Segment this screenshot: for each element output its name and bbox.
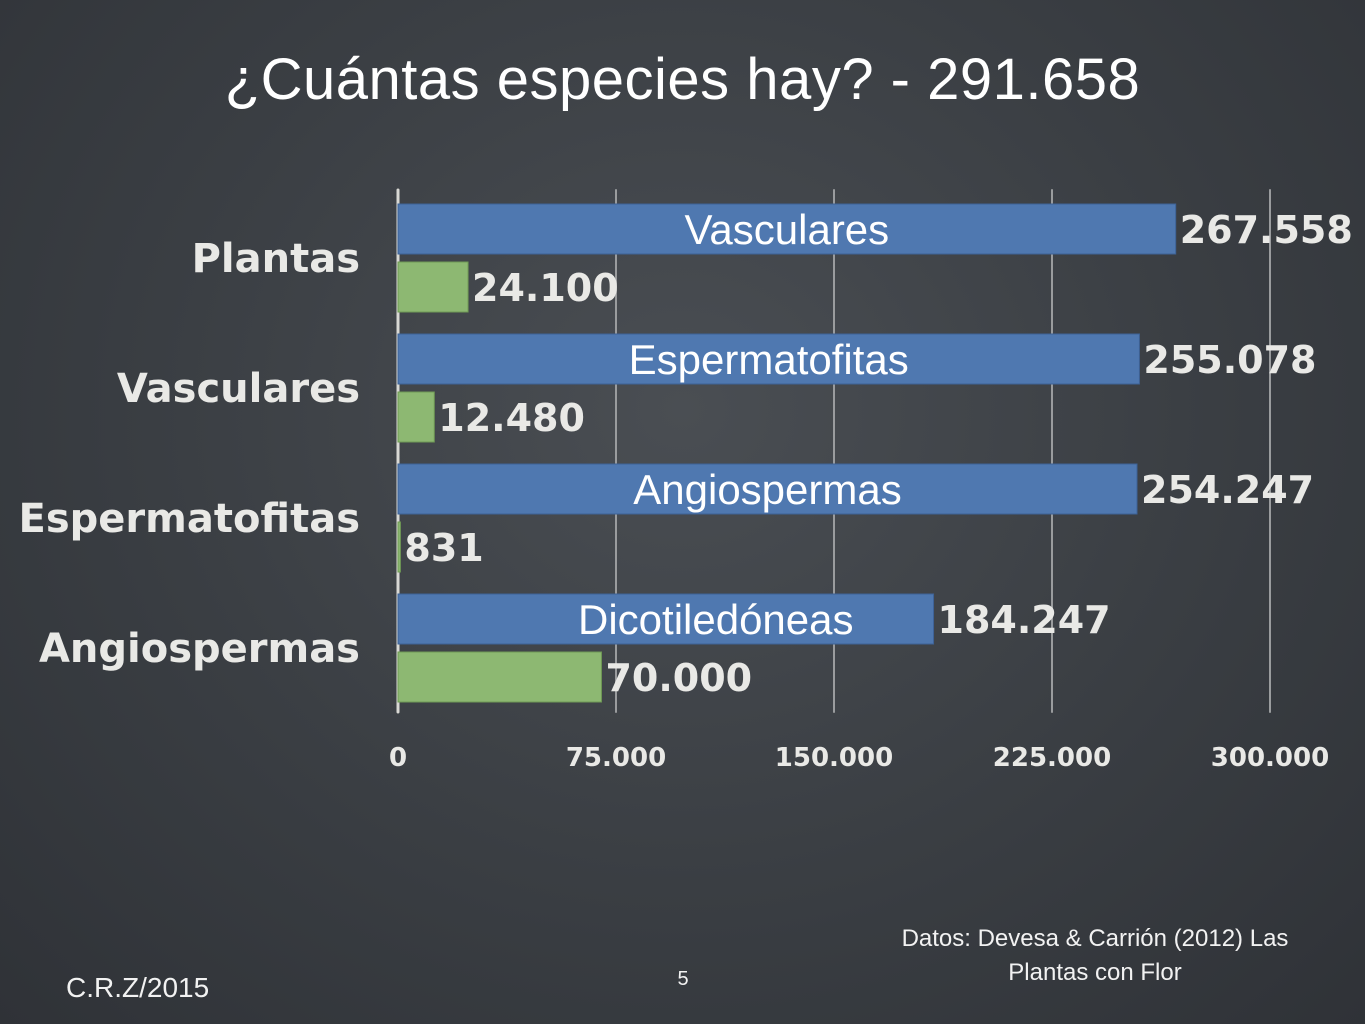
x-tick-label: 75.000 [566, 743, 666, 773]
bar-green [397, 391, 435, 443]
x-tick-label: 225.000 [993, 743, 1111, 773]
bar-value-label: 255.078 [1143, 338, 1316, 382]
bar-inner-label: Dicotiledóneas [578, 596, 854, 643]
bar-value-label: 267.558 [1180, 208, 1353, 252]
category-label: Espermatofitas [19, 496, 360, 542]
bar-blue [397, 463, 1138, 515]
bar-inner-label: Angiospermas [633, 466, 901, 513]
category-label: Vasculares [117, 366, 360, 412]
bar-inner-label: Espermatofitas [629, 336, 909, 383]
bar-value-label: 70.000 [605, 656, 752, 700]
bar-value-label: 254.247 [1141, 468, 1314, 512]
bar-value-label: 12.480 [438, 396, 585, 440]
x-tick-label: 300.000 [1211, 743, 1329, 773]
page-number: 5 [677, 968, 689, 990]
bar-inner-label: Vasculares [685, 206, 890, 253]
x-tick-label: 150.000 [775, 743, 893, 773]
bar-blue [397, 333, 1140, 385]
slide-title: ¿Cuántas especies hay? - 291.658 [224, 47, 1141, 112]
bar-green [397, 521, 401, 573]
bar-green [397, 651, 602, 703]
bar-value-label: 24.100 [472, 266, 619, 310]
category-label: Angiospermas [39, 626, 360, 672]
author-credit: C.R.Z/2015 [66, 972, 210, 1003]
bar-value-label: 184.247 [938, 598, 1111, 642]
bar-green [397, 261, 469, 313]
category-label: Plantas [192, 236, 360, 282]
bar-blue [397, 593, 935, 645]
bar-blue [397, 203, 1177, 255]
x-tick-label: 0 [389, 743, 407, 773]
data-source-note: Datos: Devesa & Carrión (2012) Las Plant… [901, 925, 1289, 986]
bar-value-label: 831 [404, 526, 483, 570]
